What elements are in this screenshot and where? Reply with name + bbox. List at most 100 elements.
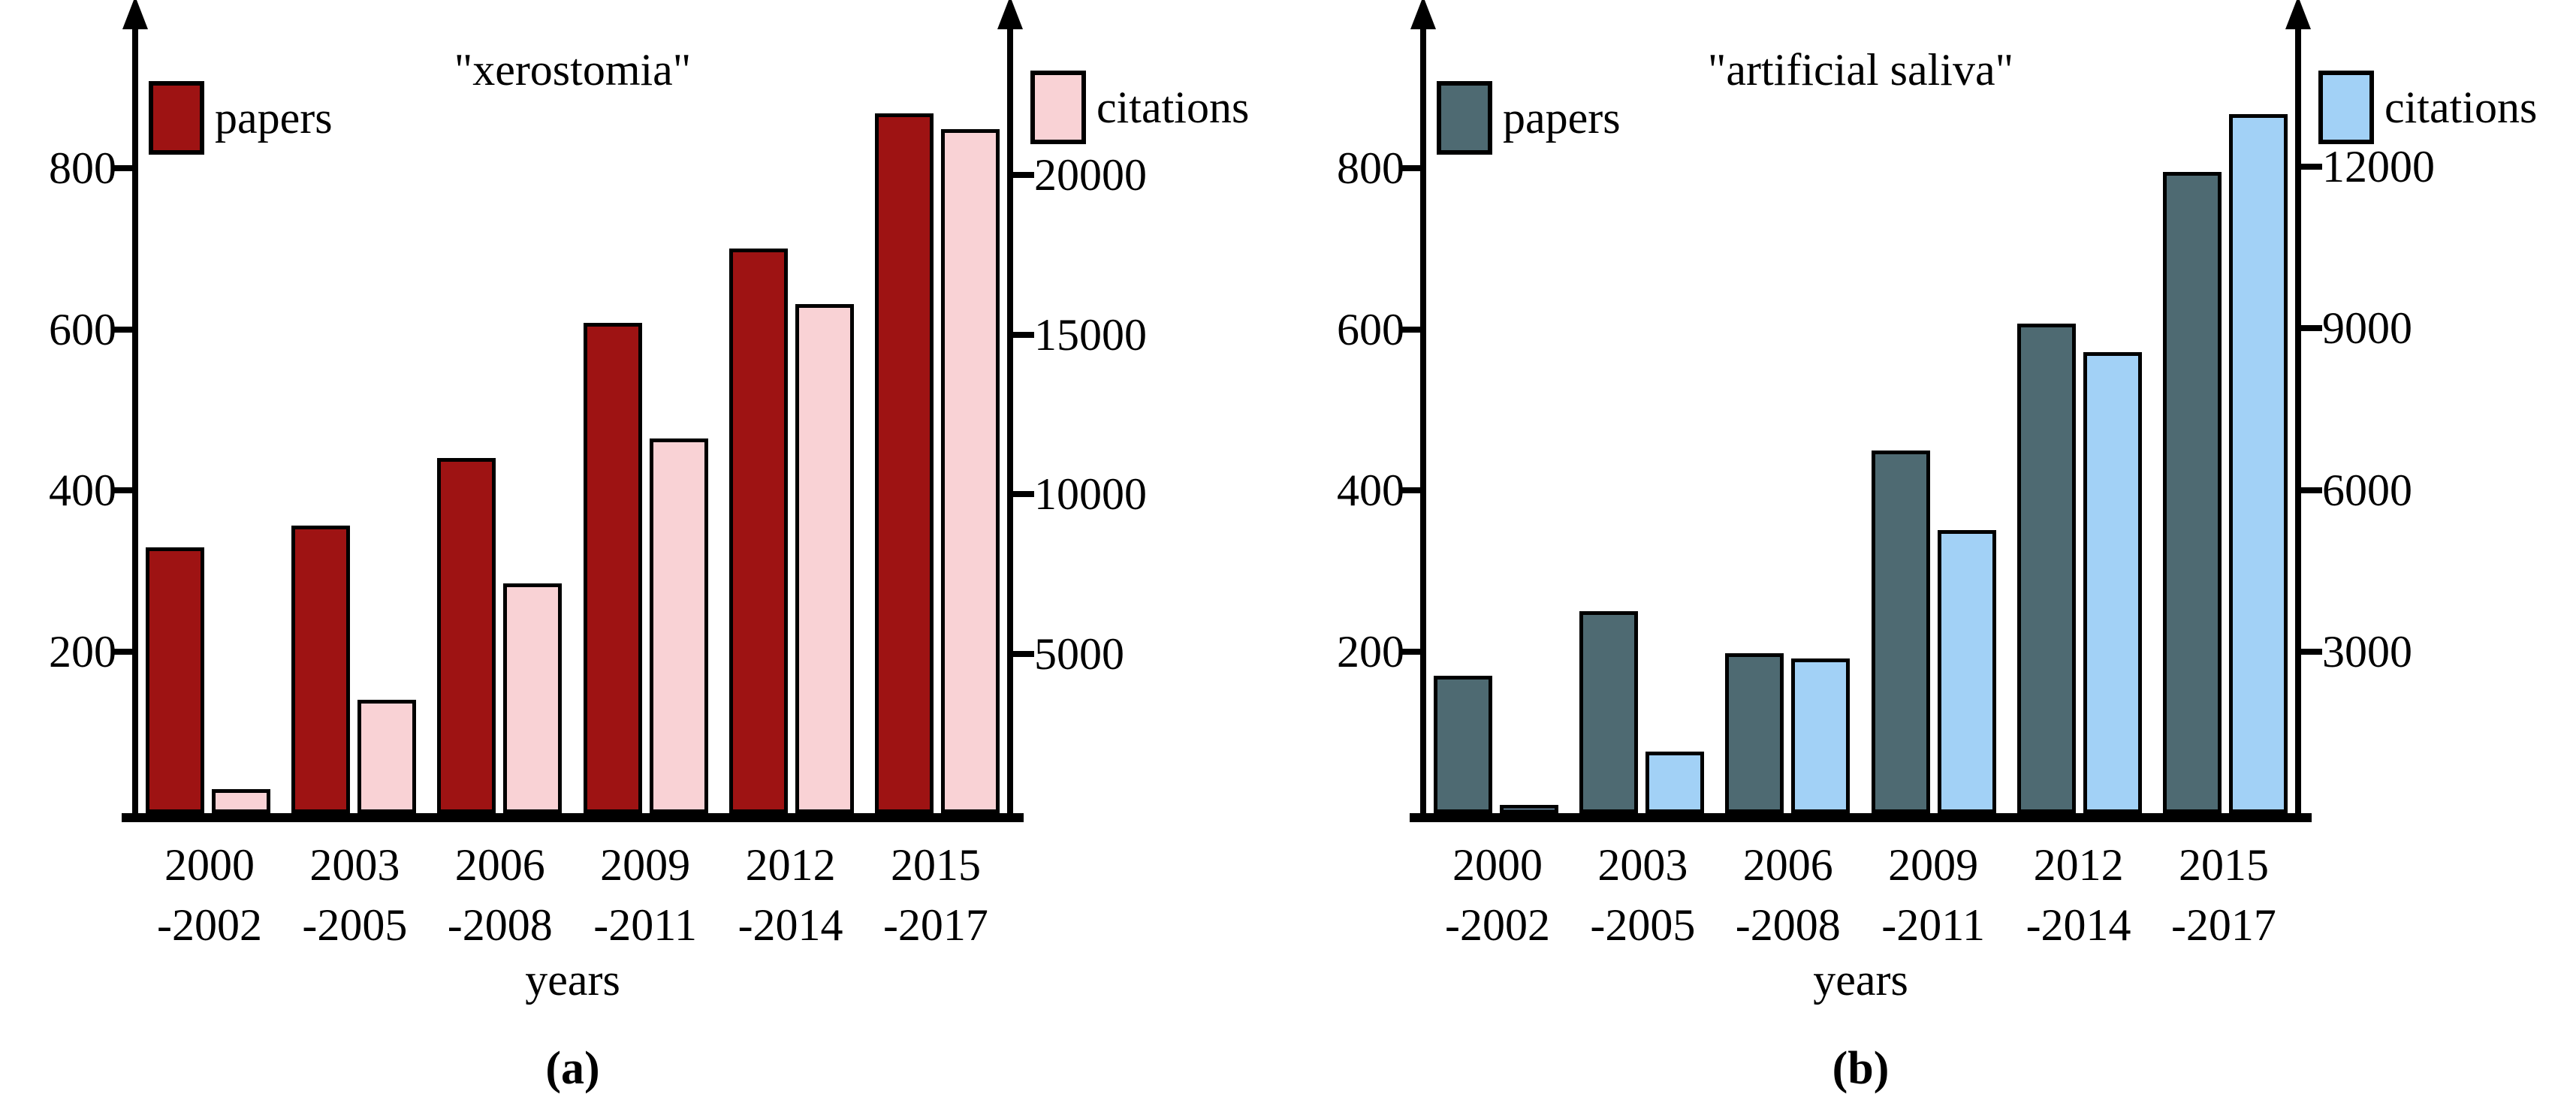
bar-group [728,249,854,813]
right-axis-tick-label: 12000 [2322,142,2435,192]
right-axis-tick [2301,648,2322,655]
bar-citations [1500,805,1558,813]
left-axis-tick [111,649,132,655]
left-axis-tick-label: 600 [49,304,116,354]
x-category-line2: -2008 [1735,900,1841,950]
left-axis-tick-label: 200 [1337,627,1404,677]
left-axis-arrow-icon [122,0,148,29]
right-axis-tick-label: 15000 [1034,309,1147,360]
x-category-line1: 2009 [600,840,691,890]
x-category-line2: -2002 [1445,900,1550,950]
x-category-label: 2000 -2002 [1434,835,1561,955]
right-axis-tick-label: 5000 [1034,628,1124,679]
x-category-line2: -2005 [302,900,408,950]
right-axis-line [2295,19,2301,822]
bar-papers [2162,172,2222,813]
x-category-line1: 2003 [1597,840,1688,890]
x-category-line1: 2015 [890,840,981,890]
left-axis-tick-label: 800 [49,143,116,193]
left-axis-tick-label: 400 [49,466,116,516]
bar-citations [940,129,1000,813]
plot-area: 200 400 600 800 3000 6000 9000 12000 [1337,0,2435,822]
bar-citations [357,700,417,813]
right-axis-line [1007,19,1013,822]
x-category-line1: 2006 [1742,840,1833,890]
x-category-label: 2003 -2005 [291,835,418,955]
bar-citations [795,304,854,813]
left-axis-tick [1399,326,1420,333]
left-axis-tick-label: 800 [1337,143,1404,193]
left-axis-tick-label: 200 [49,627,116,677]
legend-papers: papers [1437,81,1621,155]
bar-papers [1434,676,1492,813]
bar-papers [1871,451,1930,813]
left-axis-tick-label: 600 [1337,304,1404,354]
bar-group [1871,451,1996,813]
bar-group [2016,324,2142,813]
panel-label: (a) [545,1043,600,1094]
x-category-line1: 2012 [745,840,836,890]
bar-group [291,526,417,813]
left-axis-tick [111,164,132,171]
bar-group [583,323,708,813]
legend-citations: citations [1030,71,1249,144]
right-axis-tick [2301,487,2322,493]
left-axis-arrow-icon [1410,0,1436,29]
x-axis-baseline [122,813,1024,822]
right-axis-tick [2301,325,2322,332]
bar-citations [1791,658,1851,813]
papers-legend-swatch-icon [149,81,204,155]
bar-papers [2016,324,2076,813]
bar-group [1434,676,1558,813]
left-axis-tick-label: 400 [1337,466,1404,516]
x-category-line2: -2011 [593,900,698,950]
left-axis-tick [1399,649,1420,655]
bar-papers [291,526,351,813]
bar-citations [2228,114,2288,813]
right-axis-tick [1013,650,1034,657]
left-axis-tick [111,326,132,333]
chart-title: "xerostomia" [454,45,692,95]
x-category-label: 2000 -2002 [146,835,273,955]
x-axis-category-labels: 2000 -2002 2003 -2005 2006 -2008 2009 -2011 2012… [1434,835,2288,955]
x-category-label: 2009 -2011 [581,835,709,955]
x-axis-title: years [1813,955,1908,1005]
x-axis-baseline [1410,813,2312,822]
x-axis-title: years [525,955,620,1005]
x-category-line2: -2017 [882,900,988,950]
panel-label: (b) [1832,1043,1890,1094]
bar-group [2162,114,2288,813]
x-category-line2: -2014 [738,900,843,950]
plot-area: 200 400 600 800 5000 10000 15000 20000 [49,0,1147,822]
x-category-line2: -2005 [1590,900,1696,950]
bar-group [1579,611,1705,813]
bars-row [146,19,1000,813]
bar-group [874,113,1000,813]
bar-papers [146,547,204,813]
panel-a: "xerostomia" papers citations 200 400 600 8… [49,0,1249,1094]
bar-citations [212,789,270,813]
right-axis-tick-label: 20000 [1034,150,1147,200]
bar-papers [1725,653,1784,813]
right-axis-tick [1013,172,1034,179]
citations-legend-swatch-icon [2318,71,2374,144]
papers-legend-label: papers [215,93,333,143]
x-category-line1: 2012 [2033,840,2124,890]
left-axis-line [132,19,138,822]
x-category-line1: 2015 [2178,840,2269,890]
bar-citations [649,438,708,813]
left-axis-line [1420,19,1426,822]
bar-citations [2083,352,2142,813]
bar-group [437,458,563,813]
right-axis-arrow-icon [2285,0,2311,29]
right-axis-arrow-icon [997,0,1023,29]
right-axis-tick [1013,491,1034,498]
right-axis-tick [2301,164,2322,170]
bar-papers [437,458,496,813]
left-axis-tick [111,487,132,494]
bars-row [1434,19,2288,813]
bar-citations [1645,752,1705,813]
left-axis-tick [1399,487,1420,494]
bar-papers [1579,611,1639,813]
